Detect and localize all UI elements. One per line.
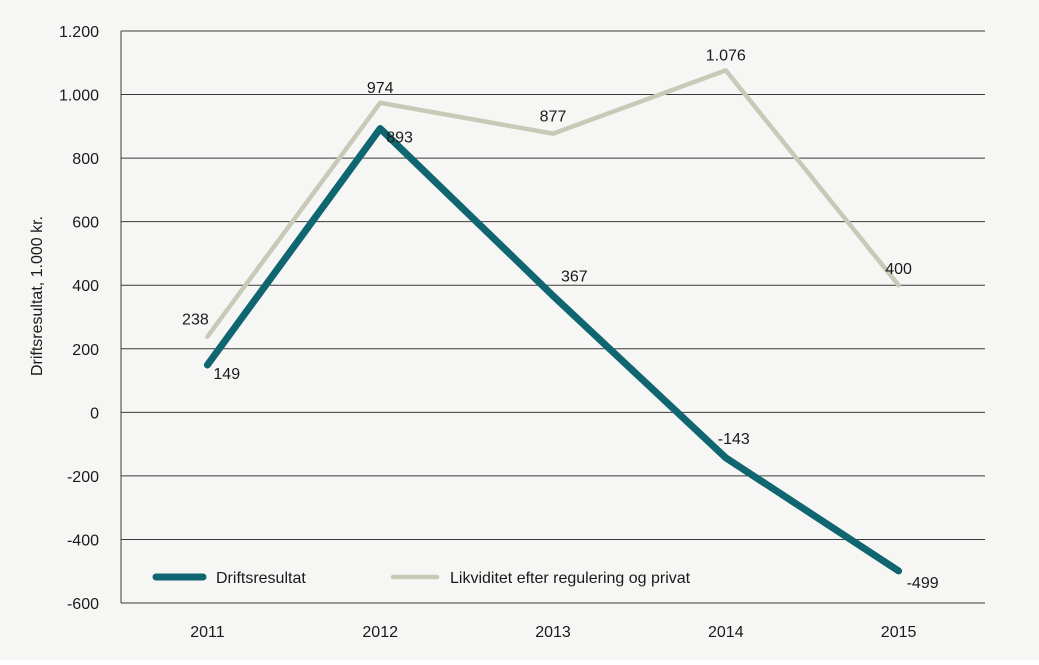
- y-axis-title: Driftsresultat, 1.000 kr.: [29, 216, 46, 376]
- x-tick-label: 2013: [535, 624, 571, 641]
- y-tick-label: 1.000: [59, 88, 99, 105]
- x-tick-label: 2015: [881, 624, 917, 641]
- y-tick-label: -400: [67, 532, 99, 549]
- series-line-driftsresultat: [203, 125, 903, 575]
- data-label: 238: [182, 312, 209, 329]
- data-label: -499: [907, 575, 939, 592]
- y-tick-label: -600: [67, 596, 99, 613]
- y-tick-label: 600: [72, 215, 99, 232]
- y-tick-label: 0: [90, 405, 99, 422]
- y-tick-label: -200: [67, 469, 99, 486]
- legend-label: Likviditet efter regulering og privat: [450, 570, 691, 587]
- legend-label: Driftsresultat: [216, 570, 306, 587]
- data-label: -143: [718, 431, 750, 448]
- y-tick-label: 200: [72, 342, 99, 359]
- series-line-likviditet: [205, 68, 901, 339]
- data-label: 893: [386, 130, 413, 147]
- data-label: 149: [213, 366, 240, 383]
- data-label: 877: [540, 109, 567, 126]
- data-label: 974: [367, 80, 394, 97]
- y-tick-label: 800: [72, 151, 99, 168]
- x-tick-label: 2011: [190, 624, 225, 641]
- x-tick-label: 2014: [708, 624, 744, 641]
- data-label: 1.076: [706, 47, 746, 64]
- data-label: 400: [885, 261, 912, 278]
- x-tick-label: 2012: [362, 624, 398, 641]
- y-tick-label: 1.200: [59, 24, 99, 41]
- data-label: 367: [561, 269, 588, 286]
- y-tick-label: 400: [72, 278, 99, 295]
